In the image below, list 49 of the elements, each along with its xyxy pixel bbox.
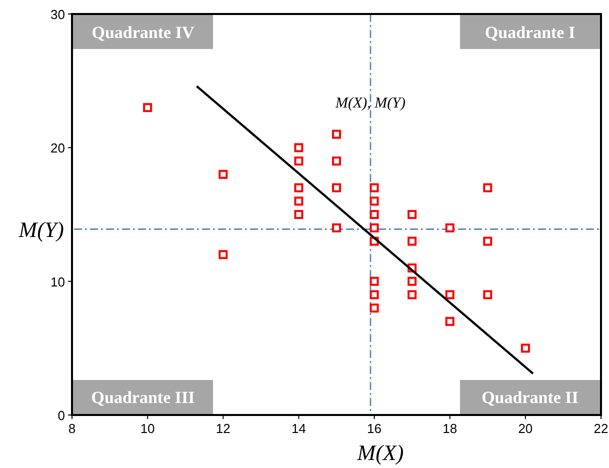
point [218, 250, 228, 260]
x-tick-label: 16 [367, 421, 382, 436]
point [408, 276, 417, 286]
point [408, 290, 417, 300]
point [408, 210, 417, 219]
annotation: Quadrante IV [92, 23, 195, 42]
point [445, 223, 454, 232]
x-tick-label: 14 [291, 421, 306, 436]
annotation: M(X), M(Y) [334, 96, 406, 112]
point [332, 156, 341, 166]
point [294, 143, 304, 152]
point [332, 130, 341, 139]
x-tick-label: 10 [140, 421, 155, 436]
point [370, 290, 379, 300]
y-tick-label: 0 [58, 408, 65, 423]
x-tick-label: 8 [68, 421, 76, 436]
point [408, 236, 417, 246]
point [370, 183, 379, 192]
point [294, 196, 304, 206]
point [370, 223, 379, 232]
y-tick-label: 10 [50, 274, 65, 290]
annotation: Quadrante I [484, 23, 576, 42]
point [370, 196, 379, 206]
point [445, 316, 454, 326]
point [294, 210, 304, 219]
y-tick-label: 20 [50, 140, 65, 156]
point [483, 183, 492, 192]
annotation: Quadrante III [91, 388, 196, 407]
x-tick-label: 20 [518, 421, 533, 436]
point [294, 183, 304, 192]
point [483, 236, 492, 246]
point [218, 170, 228, 179]
point [520, 344, 530, 353]
point [143, 103, 152, 112]
point [445, 290, 454, 300]
ref-line-label: M(Y) [18, 217, 64, 242]
annotation: Quadrante II [482, 388, 579, 407]
point [332, 183, 341, 192]
x-tick-label: 22 [594, 421, 608, 436]
point [483, 290, 492, 300]
x-tick-label: 18 [442, 421, 458, 436]
point [370, 304, 379, 313]
point [294, 156, 304, 166]
ref-line-label: M(X) [356, 440, 404, 465]
point [370, 210, 379, 219]
y-tick-label: 30 [50, 7, 65, 22]
x-tick-label: 12 [216, 421, 230, 436]
point [332, 223, 341, 232]
point [370, 276, 379, 286]
